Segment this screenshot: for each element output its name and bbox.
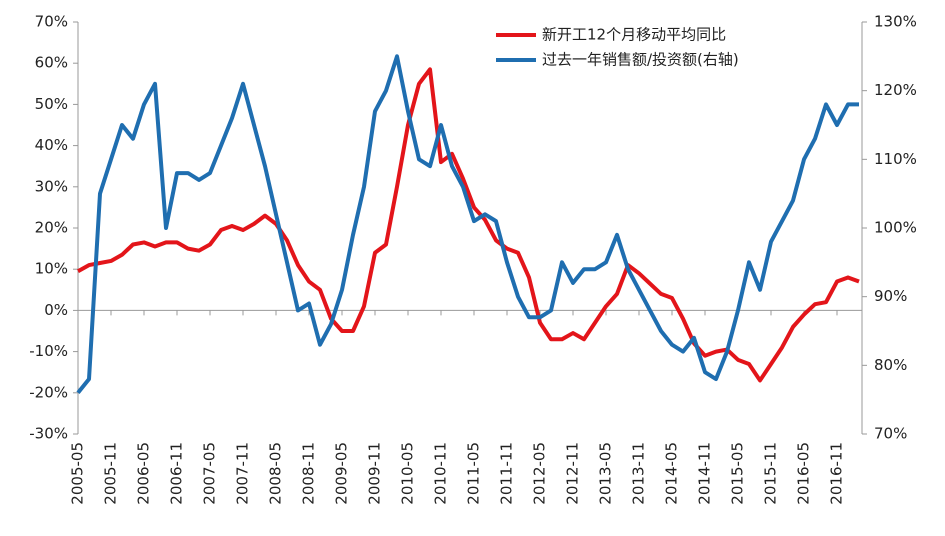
y2-tick-label: 100% (874, 219, 917, 237)
x-tick-label: 2005-05 (69, 442, 87, 505)
x-tick-label: 2008-11 (300, 442, 318, 505)
x-tick-label: 2005-11 (102, 442, 120, 505)
y-tick-label: -30% (29, 425, 68, 443)
x-tick-label: 2011-05 (465, 442, 483, 505)
x-tick-label: 2006-05 (135, 442, 153, 505)
y-tick-label: 50% (35, 95, 68, 113)
x-tick-label: 2007-05 (201, 442, 219, 505)
x-tick-label: 2012-05 (531, 442, 549, 505)
y-tick-label: -20% (29, 383, 68, 401)
x-tick-label: 2013-05 (597, 442, 615, 505)
x-tick-label: 2006-11 (168, 442, 186, 505)
x-tick-label: 2013-11 (630, 442, 648, 505)
x-tick-label: 2008-05 (267, 442, 285, 505)
x-tick-label: 2012-11 (564, 442, 582, 505)
y2-tick-label: 130% (874, 13, 917, 31)
x-tick-label: 2014-11 (696, 442, 714, 505)
y-tick-label: 0% (44, 301, 68, 319)
series-line (77, 67, 860, 383)
x-tick-label: 2016-11 (828, 442, 846, 505)
y-tick-label: 20% (35, 219, 68, 237)
y2-tick-label: 70% (874, 425, 907, 443)
legend-label: 过去一年销售额/投资额(右轴) (542, 51, 739, 69)
y-tick-label: 70% (35, 13, 68, 31)
y-tick-label: 30% (35, 177, 68, 195)
y2-tick-label: 120% (874, 81, 917, 99)
x-tick-label: 2015-05 (729, 442, 747, 505)
legend-label: 新开工12个月移动平均同比 (542, 26, 726, 44)
x-tick-label: 2007-11 (234, 442, 252, 505)
y2-tick-label: 90% (874, 287, 907, 305)
x-tick-label: 2009-05 (333, 442, 351, 505)
x-tick-label: 2009-11 (366, 442, 384, 505)
y2-tick-label: 80% (874, 356, 907, 374)
y2-tick-label: 110% (874, 150, 917, 168)
x-tick-label: 2014-05 (663, 442, 681, 505)
y-tick-label: -10% (29, 342, 68, 360)
x-tick-label: 2010-05 (399, 442, 417, 505)
y-tick-label: 40% (35, 136, 68, 154)
y-tick-label: 10% (35, 260, 68, 278)
y-tick-label: 60% (35, 54, 68, 72)
x-tick-label: 2015-11 (762, 442, 780, 505)
x-tick-label: 2010-11 (432, 442, 450, 505)
x-tick-label: 2016-05 (795, 442, 813, 505)
series-line (76, 54, 859, 395)
x-tick-label: 2011-11 (498, 442, 516, 505)
